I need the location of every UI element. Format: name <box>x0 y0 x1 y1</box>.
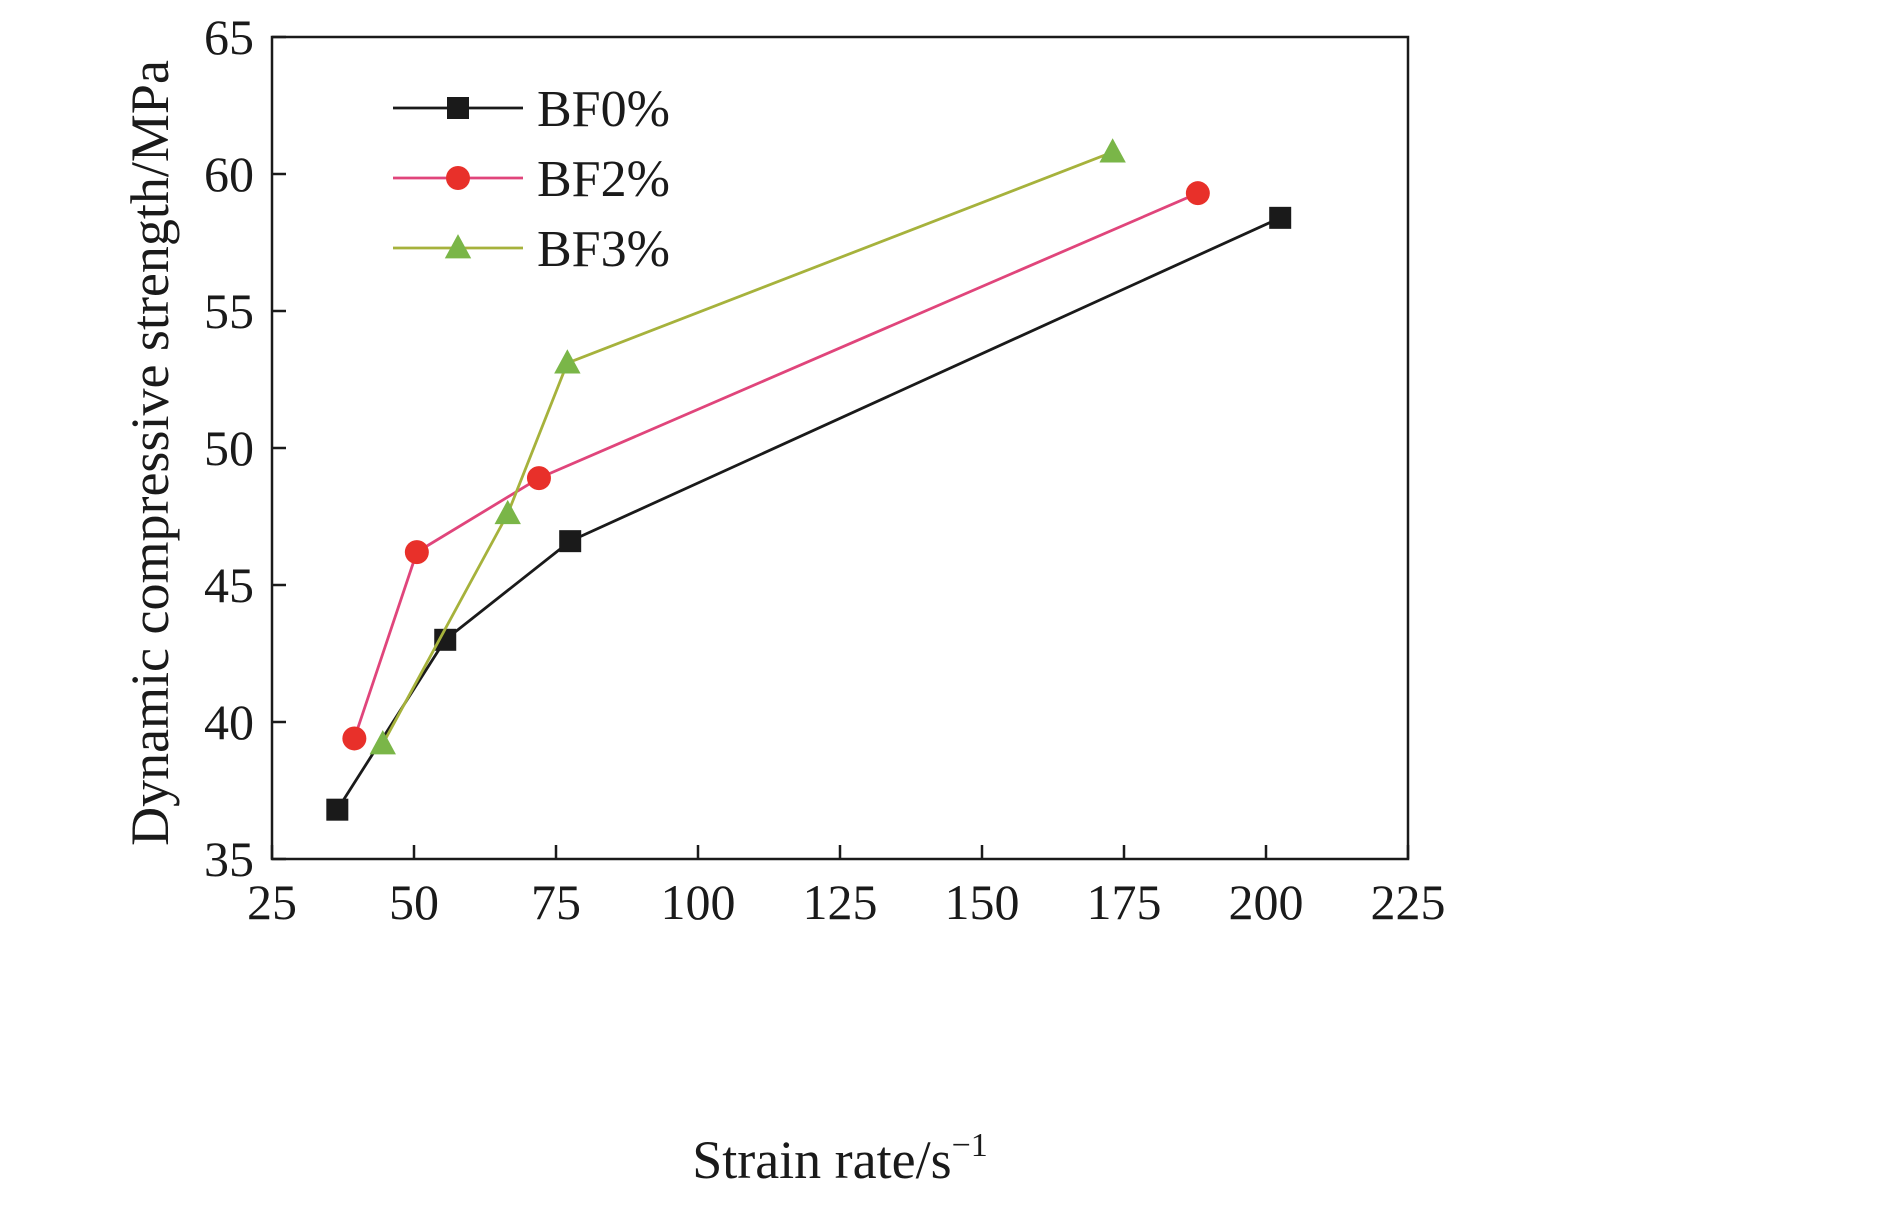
legend-label: BF3% <box>537 221 670 278</box>
y-tick-label: 35 <box>204 831 254 887</box>
legend-label: BF2% <box>537 151 670 208</box>
x-axis-label-superscript: −1 <box>952 1127 988 1164</box>
x-tick-label: 75 <box>531 874 581 930</box>
x-tick-label: 150 <box>945 874 1020 930</box>
series-line <box>381 150 1114 745</box>
y-tick-label: 65 <box>204 9 254 65</box>
point-circle <box>526 466 551 491</box>
legend-item: BF3% <box>393 221 670 278</box>
plot-frame <box>270 35 1410 861</box>
x-axis-label: Strain rate/s−1 <box>692 1127 988 1190</box>
series-layer <box>326 138 1292 821</box>
x-tick-label: 175 <box>1087 874 1162 930</box>
y-tick-label: 50 <box>204 420 254 476</box>
x-tick-label: 50 <box>389 874 439 930</box>
x-tick-label: 125 <box>803 874 878 930</box>
y-tick-label: 40 <box>204 694 254 750</box>
series-BF0% <box>326 206 1292 821</box>
legend-label: BF0% <box>537 81 670 138</box>
point-square <box>559 530 582 553</box>
point-square <box>1269 206 1292 229</box>
point-triangle <box>554 349 581 374</box>
series-line <box>353 191 1199 739</box>
point-circle <box>342 726 367 751</box>
x-tick-label: 200 <box>1229 874 1304 930</box>
y-tick-label: 45 <box>204 557 254 613</box>
series-BF3% <box>369 138 1126 755</box>
x-tick-label: 225 <box>1371 874 1446 930</box>
axis-ticks: 25 50 75 100 125 150 175 200 225 35 40 45 50 55 60 65 <box>204 9 1446 930</box>
point-triangle <box>494 499 521 525</box>
series-line <box>336 216 1281 811</box>
y-axis-label: Dynamic compressive strength/MPa <box>120 60 180 846</box>
point-circle <box>404 540 429 565</box>
y-tick-label: 60 <box>204 146 254 202</box>
point-square <box>447 97 469 119</box>
point-triangle <box>444 234 472 259</box>
point-square <box>434 628 457 651</box>
legend: BF0% BF2% BF3% <box>393 81 670 278</box>
point-circle <box>446 166 470 190</box>
point-circle <box>1185 181 1210 206</box>
y-tick-label: 55 <box>204 283 254 339</box>
series-BF2% <box>342 181 1210 751</box>
legend-item: BF2% <box>393 151 670 208</box>
x-tick-label: 100 <box>661 874 736 930</box>
point-triangle <box>1099 138 1126 163</box>
point-square <box>326 798 349 821</box>
point-triangle <box>369 730 396 755</box>
x-tick-label: 25 <box>247 874 297 930</box>
legend-item: BF0% <box>393 81 670 138</box>
x-axis-label-text: Strain rate/s <box>692 1130 951 1190</box>
